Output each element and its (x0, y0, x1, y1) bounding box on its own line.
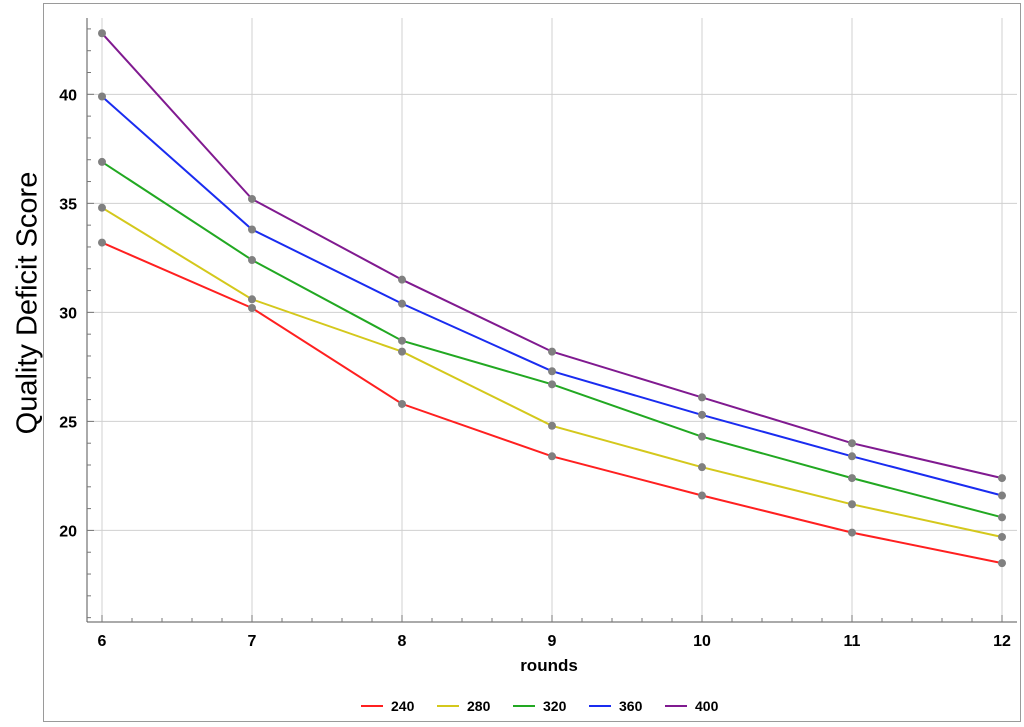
data-point-400 (548, 348, 556, 356)
grid (87, 18, 1017, 622)
data-point-320 (698, 433, 706, 441)
data-point-280 (698, 463, 706, 471)
data-point-240 (98, 239, 106, 247)
legend-label-400: 400 (695, 698, 719, 714)
data-point-400 (398, 276, 406, 284)
data-point-240 (998, 559, 1006, 567)
data-point-360 (848, 452, 856, 460)
data-point-400 (848, 439, 856, 447)
legend-label-320: 320 (543, 698, 567, 714)
data-point-320 (248, 256, 256, 264)
y-tick-label: 20 (59, 523, 77, 540)
data-point-360 (98, 92, 106, 100)
data-point-360 (698, 411, 706, 419)
data-point-320 (98, 158, 106, 166)
data-point-240 (698, 492, 706, 500)
data-point-400 (998, 474, 1006, 482)
data-point-280 (998, 533, 1006, 541)
x-tick-label: 10 (693, 633, 711, 650)
legend-label-280: 280 (467, 698, 491, 714)
x-tick-label: 11 (844, 633, 861, 650)
legend: 240 280 320 360 400 (361, 698, 719, 714)
data-point-400 (698, 393, 706, 401)
y-tick-label: 25 (59, 414, 77, 431)
y-tick-label: 40 (59, 87, 77, 104)
data-point-280 (848, 500, 856, 508)
x-axis-label: rounds (520, 656, 578, 675)
data-point-240 (548, 452, 556, 460)
x-tick-label: 8 (398, 633, 407, 650)
data-point-320 (548, 380, 556, 388)
data-point-360 (548, 367, 556, 375)
data-point-360 (248, 226, 256, 234)
data-point-320 (998, 513, 1006, 521)
y-tick-label: 35 (59, 196, 77, 213)
y-tick-label: 30 (59, 305, 77, 322)
data-point-280 (98, 204, 106, 212)
data-point-240 (398, 400, 406, 408)
data-point-360 (398, 300, 406, 308)
legend-label-360: 360 (619, 698, 643, 714)
x-tick-label: 12 (993, 633, 1011, 650)
data-point-280 (548, 422, 556, 430)
x-tick-label: 7 (248, 633, 257, 650)
data-point-400 (98, 29, 106, 37)
data-point-280 (398, 348, 406, 356)
x-tick-label: 9 (548, 633, 557, 650)
legend-label-240: 240 (391, 698, 415, 714)
data-point-240 (848, 529, 856, 537)
data-point-280 (248, 295, 256, 303)
data-point-360 (998, 492, 1006, 500)
tick-labels: 6 7 8 9 10 11 12 20 25 30 35 40 (59, 87, 1011, 650)
data-point-320 (398, 337, 406, 345)
data-point-320 (848, 474, 856, 482)
data-point-400 (248, 195, 256, 203)
x-tick-label: 6 (98, 633, 107, 650)
data-point-240 (248, 304, 256, 312)
